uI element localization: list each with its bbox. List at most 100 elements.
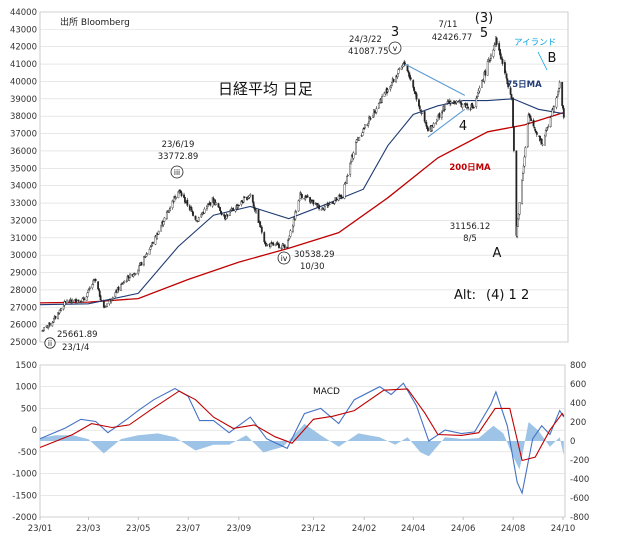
macd-left-tick-label: -1500 (12, 491, 37, 501)
candle-body (512, 126, 515, 151)
price-y-tick-label: 36000 (10, 147, 37, 157)
x-tick-label: 24/04 (401, 524, 426, 534)
candle-body (362, 128, 365, 133)
candle-body (503, 62, 506, 74)
candle-body (299, 192, 302, 200)
wave-ii-label: ii (48, 339, 52, 348)
candle-body (83, 298, 86, 301)
candle-body (440, 112, 443, 118)
candle-body (174, 197, 177, 200)
candle-body (242, 197, 245, 203)
candle-body (526, 123, 529, 147)
candle-body (184, 202, 187, 204)
trough-value: 31156.12 (450, 222, 491, 232)
candle-body (98, 288, 100, 291)
candle-body (378, 102, 381, 104)
wave-v-label: v (393, 44, 398, 53)
candle-body (255, 210, 257, 213)
candle-body (412, 80, 415, 88)
candle-body (553, 106, 555, 112)
candle-body (349, 162, 352, 176)
price-y-tick-label: 34000 (10, 182, 37, 192)
candle-body (475, 98, 478, 108)
candle-body (143, 256, 145, 266)
alt-label: Alt: (454, 288, 476, 303)
ma75-label: 75日MA (506, 80, 542, 90)
candle-body (397, 69, 400, 74)
price-y-tick-label: 33000 (10, 199, 37, 209)
candle-body (447, 101, 450, 103)
candle-body (418, 99, 420, 107)
wave-iv-label: iv (281, 254, 288, 263)
candle-body (515, 150, 518, 236)
candle-body (364, 124, 366, 129)
price-panel: 25000 26000 27000 28000 29000 30000 31000 32000… (10, 8, 569, 348)
candle-body (234, 209, 237, 212)
candle-body (66, 300, 68, 304)
price-y-tick-label: 41000 (10, 60, 37, 70)
candle-body (289, 230, 292, 237)
candle-body (298, 199, 301, 201)
candle-body (558, 88, 560, 92)
candle-body (494, 44, 496, 47)
wave-a-label: A (493, 246, 502, 261)
wave-3-label: 3 (391, 25, 399, 40)
price-y-tick-label: 28000 (10, 286, 37, 296)
x-axis-labels: 23/01 23/03 23/05 23/07 23/09 23/12 24/02 24/04… (28, 517, 575, 534)
candle-body (249, 194, 252, 196)
candle-body (128, 277, 131, 281)
candle-body (557, 91, 559, 96)
candle-body (363, 128, 366, 130)
candle-body (100, 300, 103, 302)
candle-body (162, 221, 165, 226)
candle-body (263, 232, 266, 243)
candle-body (337, 195, 340, 201)
candle-body (495, 37, 498, 45)
candle-body (467, 106, 469, 109)
macd-line (39, 382, 565, 495)
candle-body (111, 299, 113, 301)
candle-body (186, 199, 189, 206)
candle-body (435, 122, 438, 124)
candle-body (278, 243, 280, 248)
candle-body (512, 97, 514, 127)
macd-left-tick-label: -2000 (12, 513, 37, 523)
candle-body (237, 205, 240, 207)
candle-body (476, 92, 479, 97)
candle-body (160, 225, 163, 232)
candle-body (369, 118, 372, 120)
wave-4-label: 4 (459, 119, 467, 134)
price-y-tick-label: 26000 (10, 321, 37, 331)
candle-body (541, 144, 544, 146)
candle-body (549, 117, 552, 127)
candle-body (257, 209, 260, 223)
candle-body (476, 97, 478, 99)
candle-body (392, 79, 395, 83)
price-y-tick-label: 35000 (10, 164, 37, 174)
candle-body (395, 76, 397, 82)
candle-body (501, 58, 504, 64)
ma200-label: 200日MA (449, 163, 491, 173)
candle-body (340, 195, 343, 198)
candle-body (295, 211, 298, 213)
candle-body (436, 115, 439, 121)
candle-body (106, 303, 109, 307)
candle-body (294, 211, 297, 220)
candle-body (283, 244, 286, 249)
candle-body (191, 210, 194, 213)
candle-body (547, 126, 550, 128)
candle-body (544, 135, 546, 146)
wave-ii-circle (44, 337, 56, 349)
candle-body (48, 322, 51, 326)
wave-ii-value: 25661.89 (57, 330, 98, 340)
candle-body (71, 301, 73, 304)
macd-right-tick-label: 600 (570, 380, 586, 390)
candle-body (323, 206, 326, 210)
candle-body (432, 123, 435, 128)
candle-body (367, 122, 370, 126)
wave-v-date: 24/3/22 (349, 35, 382, 45)
macd-right-tick-label: 800 (570, 361, 586, 371)
candle-body (306, 195, 309, 198)
wave-5-label: 5 (480, 26, 488, 41)
